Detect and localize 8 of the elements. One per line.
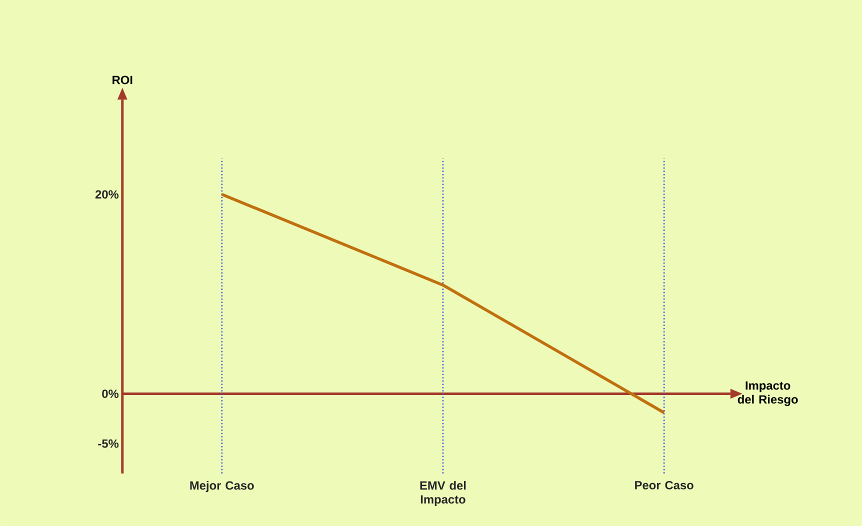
y-tick-label: 0%	[102, 389, 119, 398]
y-axis-title: ROI	[112, 76, 132, 84]
x-tick-label: Peor Caso	[635, 480, 694, 490]
y-tick-label: -5%	[98, 439, 119, 448]
y-tick-label: 20%	[95, 190, 119, 198]
x-axis-title: Impacto del Riesgo	[738, 381, 798, 406]
x-tick-label: Mejor Caso	[190, 480, 254, 492]
x-tick-label: EMV del Impacto	[420, 480, 466, 506]
